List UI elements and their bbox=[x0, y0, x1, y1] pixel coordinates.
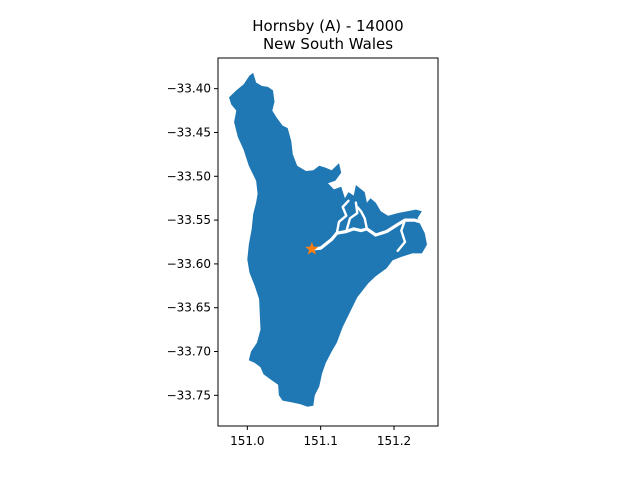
y-tick-label: −33.65 bbox=[167, 301, 211, 315]
y-tick-label: −33.70 bbox=[167, 345, 211, 359]
plot-area bbox=[229, 72, 427, 407]
waterway bbox=[356, 205, 369, 231]
y-tick-label: −33.45 bbox=[167, 125, 211, 139]
map-title-line2: New South Wales bbox=[263, 35, 393, 53]
x-tick-label: 151.0 bbox=[230, 434, 264, 448]
waterway bbox=[396, 218, 407, 252]
y-tick-label: −33.75 bbox=[167, 388, 211, 402]
x-axis: 151.0 151.1 151.2 bbox=[230, 426, 411, 448]
waterway-layer bbox=[310, 199, 425, 252]
x-tick-label: 151.2 bbox=[377, 434, 411, 448]
waterway bbox=[335, 199, 350, 235]
x-tick-label: 151.1 bbox=[303, 434, 337, 448]
y-tick-label: −33.40 bbox=[167, 82, 211, 96]
y-tick-label: −33.55 bbox=[167, 213, 211, 227]
axes-frame bbox=[217, 57, 439, 427]
y-tick-label: −33.60 bbox=[167, 257, 211, 271]
waterway bbox=[345, 201, 359, 233]
y-axis: −33.40 −33.45 −33.50 −33.55 −33.60 −33.65 −33.… bbox=[167, 82, 218, 402]
lga-region-shape bbox=[229, 72, 427, 407]
star-icon bbox=[305, 242, 319, 255]
map-title-line1: Hornsby (A) - 14000 bbox=[252, 17, 403, 35]
y-tick-label: −33.50 bbox=[167, 169, 211, 183]
